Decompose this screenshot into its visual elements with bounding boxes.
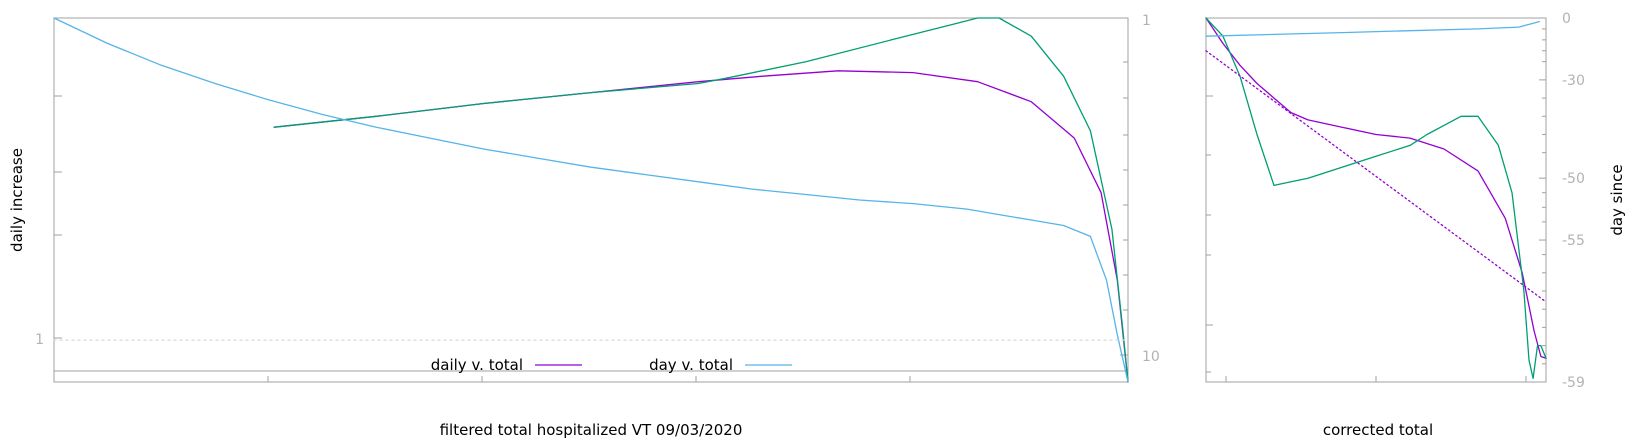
left-x-axis-title: filtered total hospitalized VT 09/03/202… [440,421,743,439]
left-y-axis-title: daily increase [8,148,26,252]
legend-label-daily: daily v. total [431,356,523,374]
left-panel: 1 1 10 daily increase filtered total hos… [8,13,1160,439]
series-line-0-1 [273,17,1129,383]
left-x-ticks [267,376,911,382]
right-series-group [1205,17,1547,380]
right-y-tick-label: -50 [1562,171,1585,187]
right-y-tick-label: 1 [1142,13,1151,29]
right-y-tick-label: -55 [1562,233,1585,249]
right-y-axis-title: day since [1608,164,1626,235]
series-line-0-2 [53,17,1129,383]
left-panel-right-ticks [1120,17,1128,356]
series-line-1-1 [1205,17,1547,380]
right-y-tick-label: -59 [1562,375,1585,391]
right-panel-right-ticks [1539,17,1546,383]
right-panel: 0 -30 -50 -55 -59 day since corrected to… [1205,11,1626,439]
right-panel-left-ticks [1206,17,1213,373]
left-series-group [53,17,1129,383]
series-line-1-2 [1205,20,1540,37]
right-y-tick-label: 0 [1562,11,1571,27]
right-x-axis-title: corrected total [1323,421,1433,439]
left-y-tick-label: 1 [35,332,44,348]
left-y-ticks [54,17,62,339]
left-plot-frame [53,17,1129,383]
right-y-tick-label: -30 [1562,73,1585,89]
series-line-0-0 [273,70,1129,383]
right-y-tick-label: 10 [1142,349,1160,365]
legend-label-day: day v. total [649,356,733,374]
series-line-1-3 [1205,50,1547,303]
right-panel-x-ticks [1225,376,1527,382]
series-line-1-0 [1205,17,1547,359]
legend: daily v. total day v. total [431,356,792,374]
